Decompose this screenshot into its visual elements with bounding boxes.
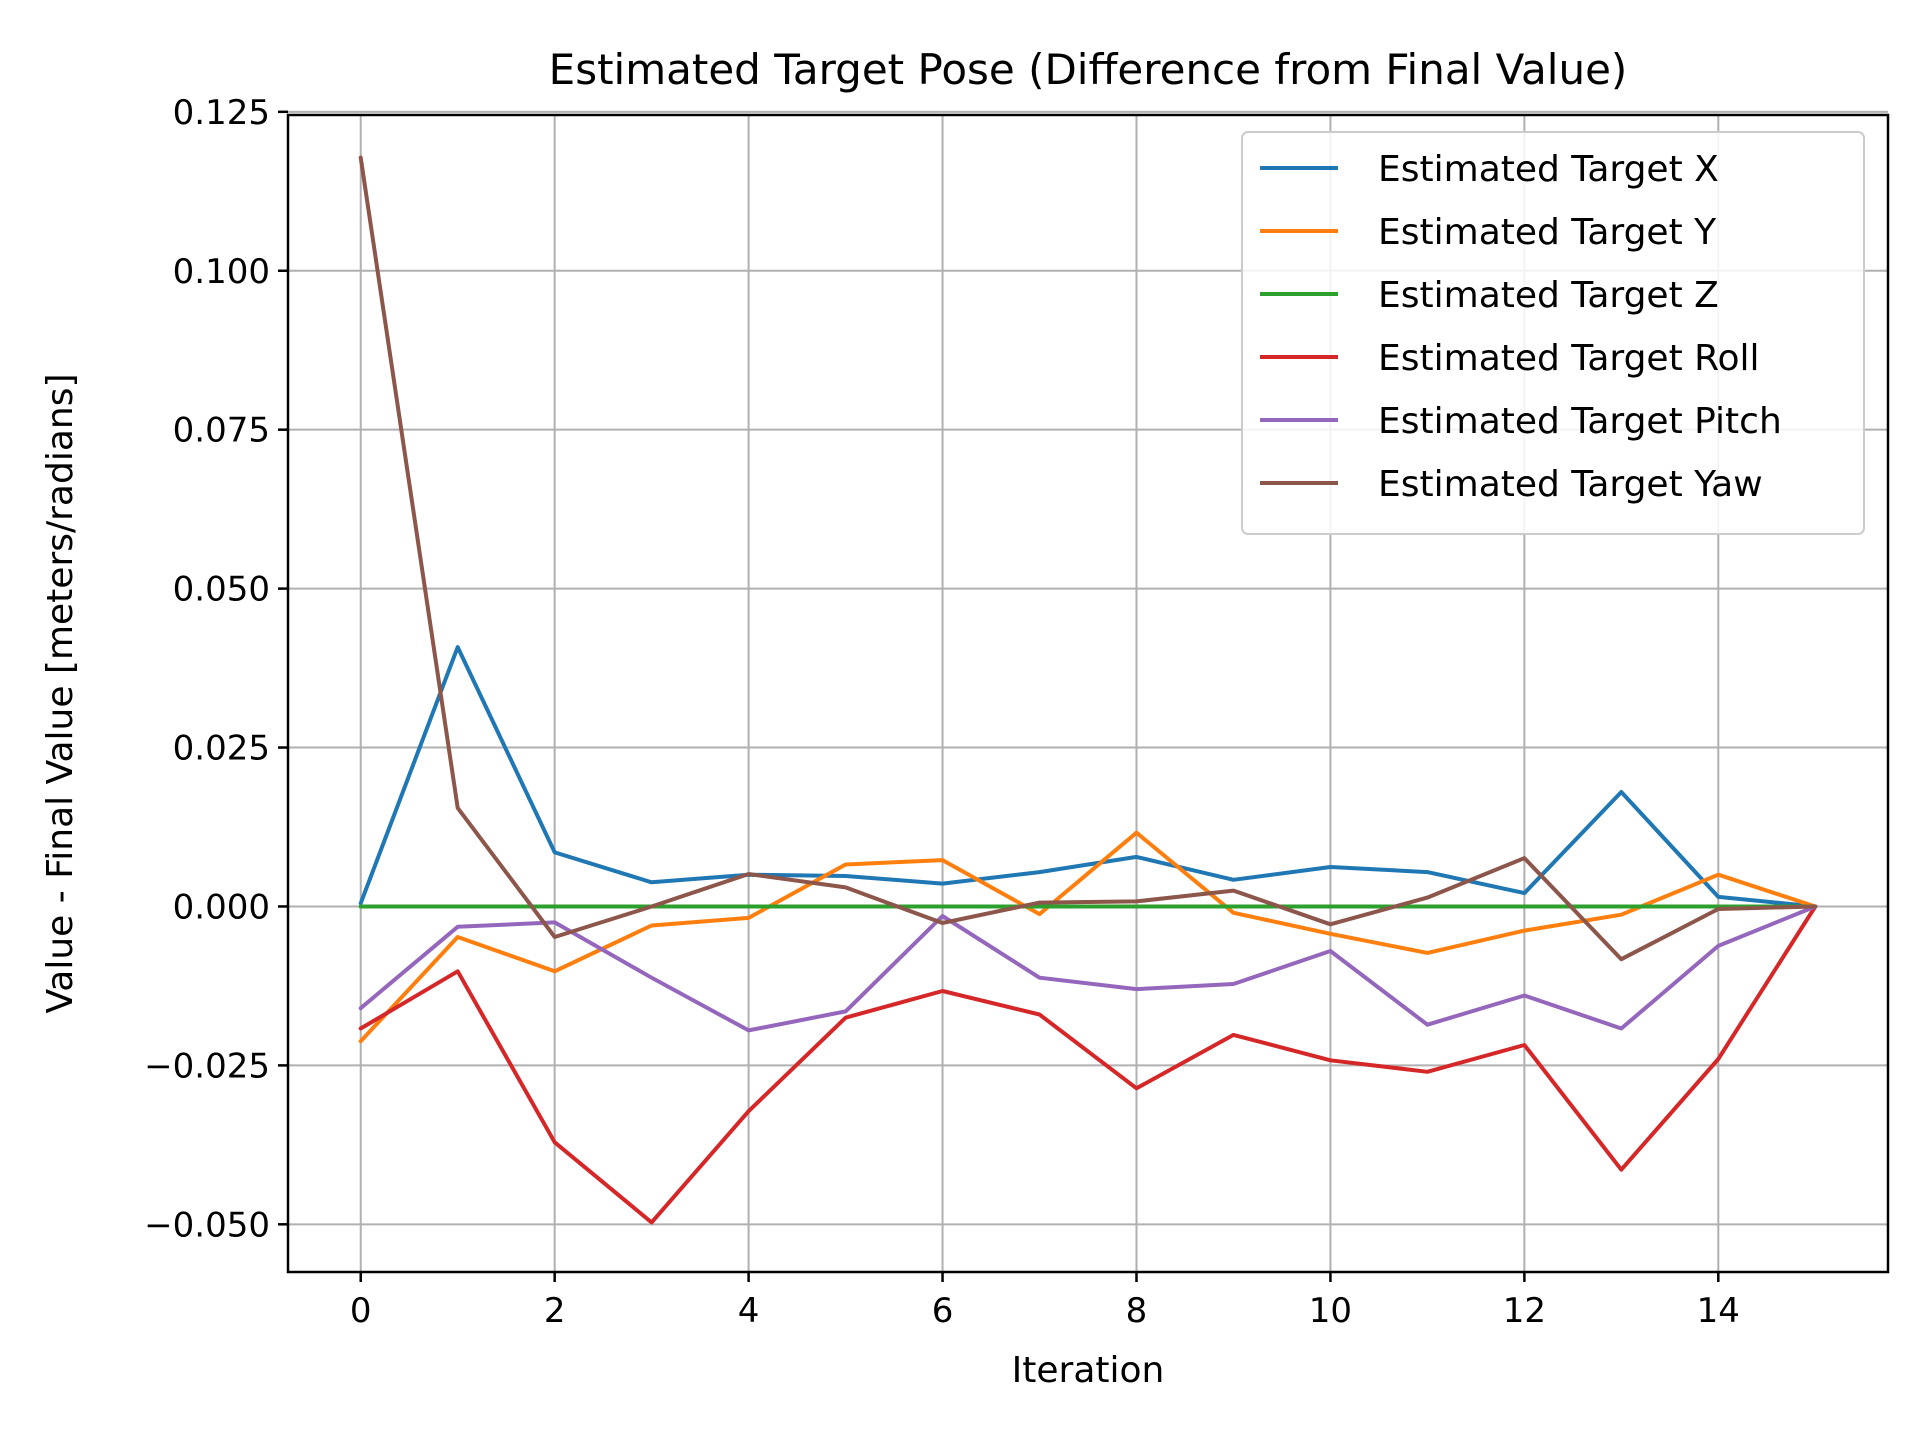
y-tick-label: 0.000 (173, 887, 270, 927)
x-tick-label: 2 (544, 1291, 566, 1331)
y-tick-label: 0.075 (173, 411, 270, 451)
y-tick-label: −0.050 (144, 1205, 270, 1245)
legend-entry-label: Estimated Target X (1378, 149, 1719, 190)
legend-entry-label: Estimated Target Roll (1378, 338, 1760, 379)
plot-area-frame (286, 113, 1890, 1274)
x-tick-label: 8 (1126, 1291, 1148, 1331)
y-tick-label: −0.025 (144, 1046, 270, 1086)
series-line-estimated-target-roll (358, 904, 1818, 1225)
y-tick-label: 0.025 (173, 729, 270, 769)
legend-entry-label: Estimated Target Yaw (1378, 464, 1763, 505)
legend-entry-label: Estimated Target Pitch (1378, 401, 1782, 442)
y-tick-label: 0.050 (173, 570, 270, 610)
series-line-estimated-target-yaw (358, 155, 1818, 962)
y-tick-label: 0.100 (173, 252, 270, 292)
legend-box (1241, 131, 1865, 535)
legend-entry-label: Estimated Target Z (1378, 275, 1719, 316)
x-tick-label: 10 (1309, 1291, 1352, 1331)
series-lines (358, 155, 1818, 1225)
x-tick-label: 12 (1503, 1291, 1546, 1331)
legend: Estimated Target X Estimated Target Y Esti… (1241, 131, 1865, 535)
series-line-estimated-target-x (358, 645, 1818, 909)
x-tick-label: 14 (1697, 1291, 1740, 1331)
x-tick-label: 0 (350, 1291, 372, 1331)
axes: 0 2 4 6 8 10 12 14 −0.050 −0.025 0.000 0.025 0.050 0.… (144, 93, 1740, 1331)
x-tick-label: 6 (932, 1291, 954, 1331)
chart-title: Estimated Target Pose (Difference from F… (549, 45, 1628, 94)
series-line-estimated-target-pitch (358, 904, 1818, 1033)
legend-entry-label: Estimated Target Y (1378, 212, 1717, 253)
x-tick-label: 4 (738, 1291, 760, 1331)
y-axis-title: Value - Final Value [meters/radians] (40, 373, 81, 1013)
y-tick-label: 0.125 (173, 93, 270, 133)
x-axis-title: Iteration (1012, 1350, 1165, 1391)
